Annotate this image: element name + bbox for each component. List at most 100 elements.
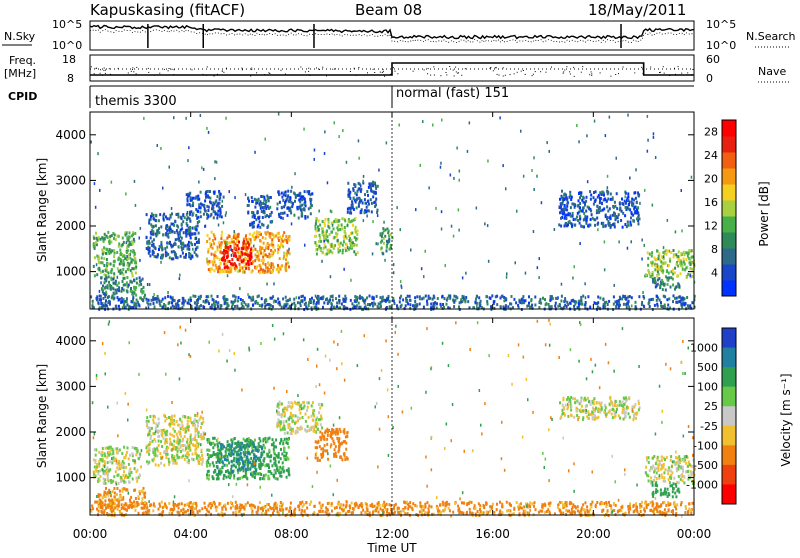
heatmap-cell xyxy=(370,198,372,201)
heatmap-cell xyxy=(667,283,669,286)
heatmap-cell xyxy=(167,291,169,294)
heatmap-cell xyxy=(133,238,135,241)
heatmap-cell xyxy=(244,444,246,447)
heatmap-cell xyxy=(157,298,159,301)
nave-point xyxy=(319,69,320,70)
nsearch-label: N.Search xyxy=(746,30,796,43)
heatmap-cell xyxy=(683,258,685,261)
heatmap-cell xyxy=(277,236,279,239)
heatmap-cell xyxy=(631,198,633,201)
heatmap-cell xyxy=(635,305,637,308)
heatmap-cell xyxy=(276,207,278,210)
heatmap-cell xyxy=(376,295,378,298)
heatmap-cell xyxy=(177,436,179,439)
heatmap-cell xyxy=(112,287,114,290)
heatmap-cell xyxy=(618,304,620,307)
heatmap-cell xyxy=(578,192,580,195)
heatmap-cell xyxy=(314,306,316,309)
heatmap-cell xyxy=(110,271,112,274)
heatmap-cell xyxy=(93,245,95,248)
heatmap-cell xyxy=(175,238,177,241)
heatmap-cell xyxy=(319,407,321,410)
heatmap-cell xyxy=(220,443,222,446)
heatmap-cell xyxy=(264,464,266,467)
heatmap-cell xyxy=(150,435,152,438)
heatmap-cell xyxy=(364,193,366,196)
heatmap-cell xyxy=(190,299,192,302)
heatmap-cell xyxy=(394,302,396,305)
heatmap-cell xyxy=(298,207,300,210)
nsky-series xyxy=(90,24,694,48)
heatmap-cell xyxy=(153,302,155,305)
heatmap-cell xyxy=(247,211,249,214)
heatmap-cell xyxy=(213,242,215,245)
heatmap-cell xyxy=(292,202,294,205)
heatmap-cell xyxy=(678,250,680,253)
heatmap-cell xyxy=(383,237,385,240)
heatmap-cell xyxy=(672,273,674,276)
heatmap-cell xyxy=(386,249,388,252)
heatmap-cell xyxy=(285,258,287,261)
heatmap-cell xyxy=(607,303,609,306)
heatmap-cell xyxy=(191,255,193,258)
heatmap-cell xyxy=(531,304,533,307)
heatmap-cell xyxy=(174,231,176,234)
heatmap-cell xyxy=(312,409,314,412)
heatmap-cell xyxy=(386,299,388,302)
heatmap-cell xyxy=(608,300,610,303)
heatmap-cell xyxy=(251,464,253,467)
heatmap-cell xyxy=(230,245,232,248)
heatmap-cell xyxy=(132,446,134,449)
heatmap-cell xyxy=(268,449,270,452)
nave-point xyxy=(256,72,257,73)
heatmap-cell xyxy=(111,234,113,237)
heatmap-cell xyxy=(522,295,524,298)
heatmap-cell xyxy=(287,431,289,434)
heatmap-cell xyxy=(213,216,215,219)
heatmap-cell xyxy=(179,418,181,421)
heatmap-cell xyxy=(661,266,663,269)
heatmap-cell xyxy=(227,270,229,273)
heatmap-cell xyxy=(177,213,179,216)
heatmap-cell xyxy=(117,451,119,454)
heatmap-cell xyxy=(152,230,154,233)
heatmap-cell xyxy=(521,298,523,301)
heatmap-cell xyxy=(343,305,345,308)
heatmap-cell xyxy=(230,248,232,251)
heatmap-cell xyxy=(118,299,120,302)
heatmap-cell xyxy=(220,193,222,196)
heatmap-cell xyxy=(493,300,495,303)
heatmap-cell xyxy=(506,276,508,279)
nave-point xyxy=(428,68,429,69)
heatmap-cell xyxy=(146,247,148,250)
heatmap-cell xyxy=(196,255,198,258)
heatmap-cell xyxy=(576,215,578,218)
heatmap-cell xyxy=(445,264,447,267)
heatmap-cell xyxy=(259,200,261,203)
heatmap-cell xyxy=(231,254,233,257)
heatmap-cell xyxy=(267,197,269,200)
heatmap-cell xyxy=(342,251,344,254)
heatmap-cell xyxy=(136,277,138,280)
heatmap-cell xyxy=(306,409,308,412)
heatmap-cell xyxy=(118,282,120,285)
heatmap-cell xyxy=(299,412,301,415)
heatmap-cell xyxy=(245,234,247,237)
heatmap-cell xyxy=(320,240,322,243)
heatmap-cell xyxy=(649,253,651,256)
heatmap-cell xyxy=(176,420,178,423)
heatmap-cell xyxy=(226,263,228,266)
heatmap-cell xyxy=(358,205,360,208)
heatmap-cell xyxy=(335,297,337,300)
heatmap-cell xyxy=(267,247,269,250)
heatmap-cell xyxy=(111,296,113,299)
heatmap-cell xyxy=(247,254,249,257)
heatmap-cell xyxy=(115,470,117,473)
nsky-right-tick-top: 10^5 xyxy=(706,18,736,31)
heatmap-cell xyxy=(341,303,343,306)
heatmap-cell xyxy=(100,281,102,284)
heatmap-cell xyxy=(274,234,276,237)
heatmap-cell xyxy=(271,252,273,255)
nave-point xyxy=(164,69,165,70)
heatmap-cell xyxy=(627,192,629,195)
